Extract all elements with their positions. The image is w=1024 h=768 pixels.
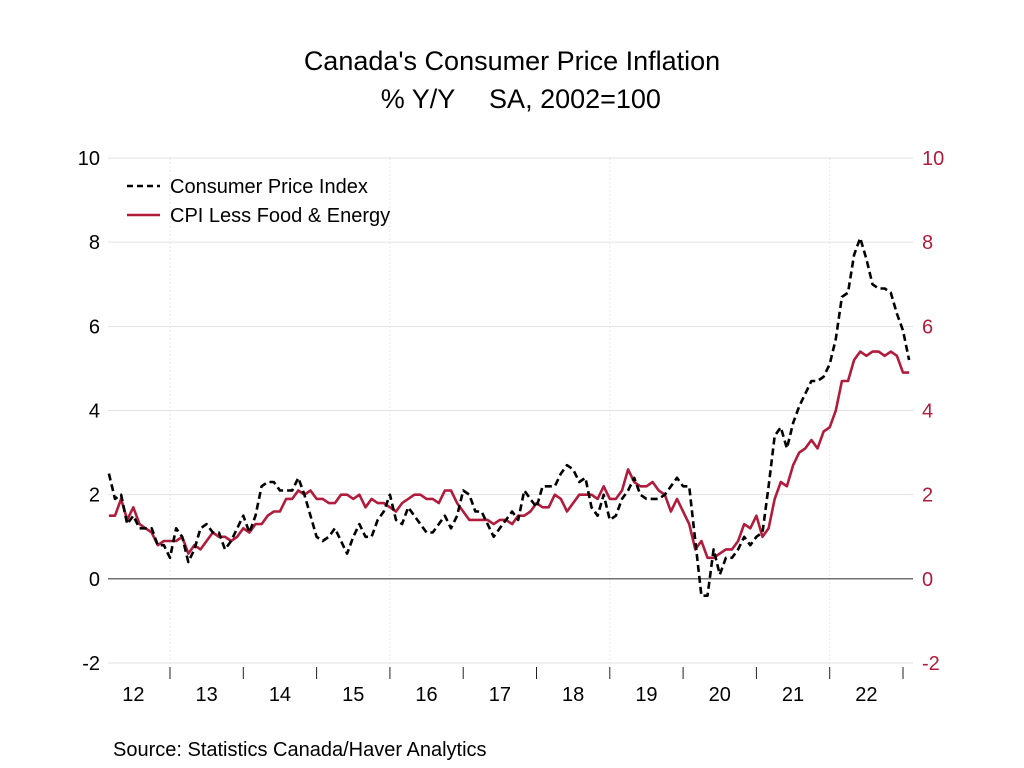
legend-label-cpi: Consumer Price Index [170, 176, 368, 198]
x-tick-label: 12 [122, 684, 144, 706]
y-tick-label-left: 0 [89, 569, 100, 591]
y-tick-label-left: 6 [89, 316, 100, 338]
x-axis: 12 13 14 15 16 17 18 19 20 21 22 [122, 667, 904, 706]
x-tick-label: 14 [269, 684, 291, 706]
x-tick-label: 17 [489, 684, 511, 706]
series-line-core [108, 350, 910, 560]
y-tick-label-right: 8 [922, 232, 933, 254]
y-tick-label-right: -2 [922, 653, 940, 675]
y-tick-label-right: 4 [922, 401, 933, 423]
y-tick-label-left: -2 [82, 653, 100, 675]
source-note: Source: Statistics Canada/Haver Analytic… [113, 739, 487, 761]
x-tick-label: 16 [415, 684, 437, 706]
x-tick-label: 22 [855, 684, 877, 706]
y-tick-label-right: 2 [922, 485, 933, 507]
y-axis-left: -2 0 2 4 6 8 10 [78, 148, 100, 675]
y-tick-label-right: 6 [922, 316, 933, 338]
x-tick-label: 21 [782, 684, 804, 706]
x-tick-label: 18 [562, 684, 584, 706]
y-tick-label-left: 4 [89, 401, 100, 423]
chart-subtitle-basis: SA, 2002=100 [489, 84, 661, 114]
legend: Consumer Price Index CPI Less Food & Ene… [127, 176, 390, 227]
chart-title: Canada's Consumer Price Inflation [304, 46, 720, 76]
gridlines [108, 157, 913, 664]
chart-subtitle-units: % Y/Y [381, 84, 456, 114]
y-tick-label-right: 10 [922, 148, 944, 170]
y-tick-label-right: 0 [922, 569, 933, 591]
y-tick-label-left: 8 [89, 232, 100, 254]
y-axis-right: -2 0 2 4 6 8 10 [922, 148, 944, 675]
x-tick-label: 19 [635, 684, 657, 706]
series-line-cpi [107, 236, 911, 598]
x-tick-label: 20 [709, 684, 731, 706]
y-tick-label-left: 2 [89, 485, 100, 507]
x-tick-label: 13 [196, 684, 218, 706]
legend-label-core: CPI Less Food & Energy [170, 205, 390, 227]
y-tick-label-left: 10 [78, 148, 100, 170]
x-tick-label: 15 [342, 684, 364, 706]
series-layer [107, 236, 911, 598]
